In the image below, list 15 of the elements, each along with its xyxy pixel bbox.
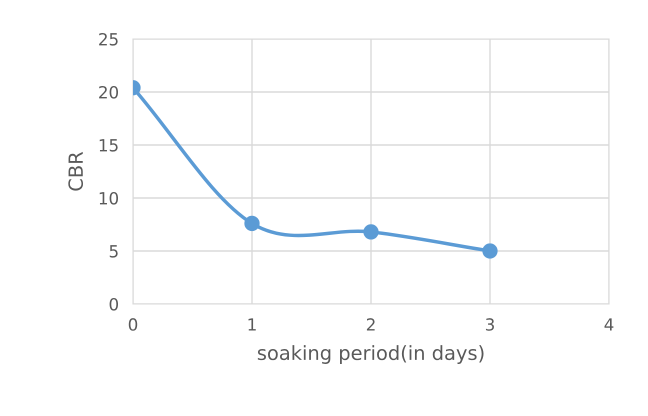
point [482, 243, 498, 259]
point [363, 224, 379, 240]
x-tick-label: 0 [128, 318, 138, 331]
x-tick-label: 1 [248, 318, 256, 331]
x-tick-label: 3 [486, 318, 494, 331]
y-tick-label: 20 [99, 86, 118, 99]
y-tick-label: 10 [100, 192, 118, 205]
y-tick-label: 0 [110, 298, 118, 311]
x-axis-title: soaking period(in days) [258, 345, 484, 364]
x-tick-label: 2 [366, 318, 375, 331]
y-axis-title: CBR [68, 152, 84, 191]
y-tick-label: 15 [100, 139, 118, 152]
y-tick-label: 5 [110, 245, 118, 258]
x-tick-label: 4 [604, 318, 614, 331]
y-tick-label: 25 [99, 32, 118, 46]
